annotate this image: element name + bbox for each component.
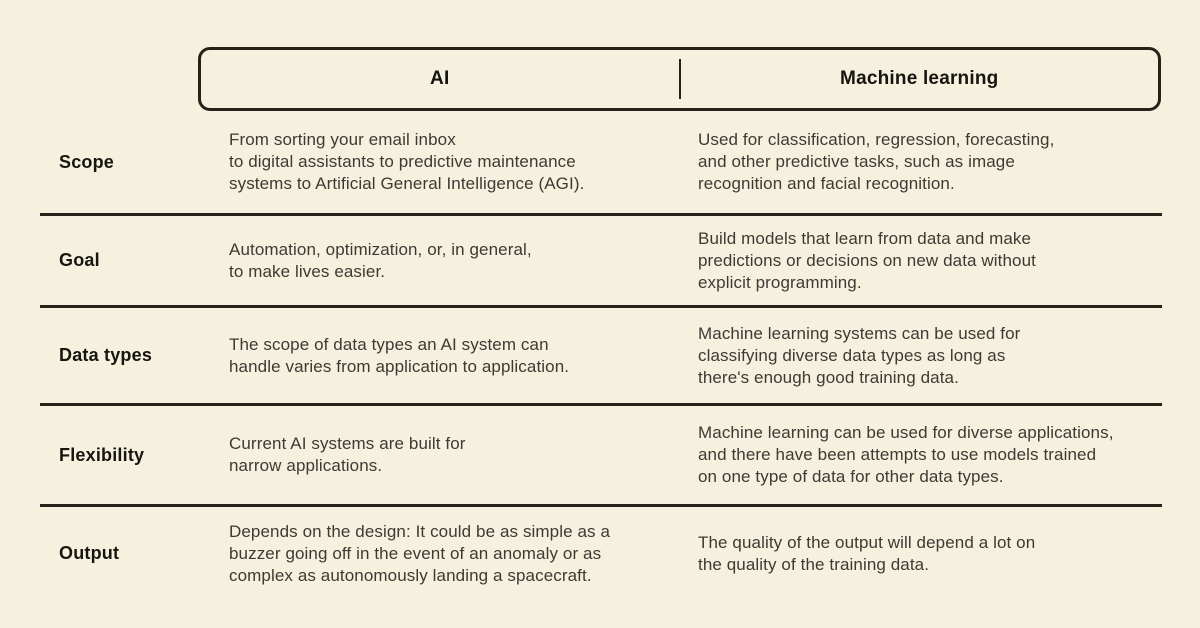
cell-scope-ai: From sorting your email inbox to digital…	[229, 130, 585, 193]
table-row-output: Output Depends on the design: It could b…	[40, 504, 1162, 628]
header-cell-ai: AI	[430, 68, 450, 89]
cell-goal-ai: Automation, optimization, or, in general…	[229, 239, 532, 281]
cell-data-types-ai: The scope of data types an AI system can…	[229, 334, 570, 376]
cell-goal-ml: Build models that learn from data and ma…	[698, 228, 1036, 292]
row-label-goal: Goal	[59, 250, 100, 270]
table-row-flexibility: Flexibility Current AI systems are built…	[40, 403, 1162, 504]
row-label-data-types: Data types	[59, 345, 153, 365]
cell-flexibility-ai: Current AI systems are built for narrow …	[229, 434, 466, 475]
table-row-goal: Goal Automation, optimization, or, in ge…	[40, 213, 1162, 305]
header-divider	[678, 59, 681, 99]
row-label-flexibility: Flexibility	[59, 444, 145, 465]
row-label-scope: Scope	[59, 151, 115, 172]
comparison-header-box: AI Machine learning	[198, 47, 1161, 111]
header-cell-machine-learning: Machine learning	[840, 68, 999, 89]
cell-flexibility-ml: Machine learning can be used for diverse…	[698, 423, 1114, 486]
cell-output-ml: The quality of the output will depend a …	[698, 532, 1036, 574]
comparison-table: Scope From sorting your email inbox to d…	[40, 111, 1162, 628]
table-row-scope: Scope From sorting your email inbox to d…	[40, 111, 1162, 213]
row-label-output: Output	[59, 543, 120, 563]
cell-output-ai: Depends on the design: It could be as si…	[229, 521, 611, 585]
cell-scope-ml: Used for classification, regression, for…	[698, 130, 1055, 193]
cell-data-types-ml: Machine learning systems can be used for…	[698, 323, 1021, 387]
table-row-data-types: Data types The scope of data types an AI…	[40, 305, 1162, 403]
